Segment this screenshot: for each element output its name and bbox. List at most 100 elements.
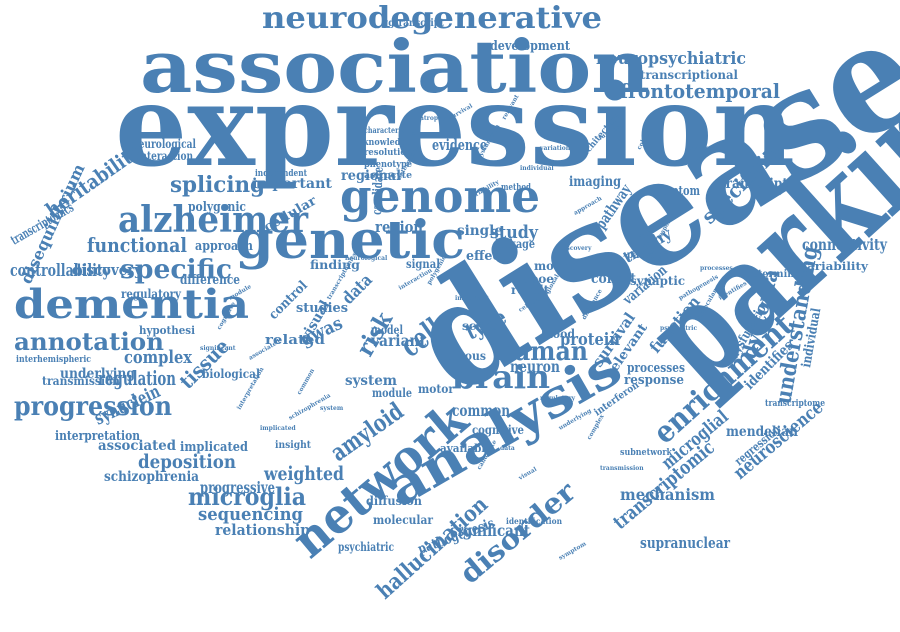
word-mendelian: mendelian	[726, 424, 798, 440]
word-regulatory-small: regulatory	[540, 395, 576, 402]
word-complex-small: complex	[586, 413, 606, 441]
word-signal: signal	[406, 257, 440, 271]
word-implicated: implicated	[180, 440, 248, 455]
word-discovery: discovery	[72, 261, 143, 279]
word-blood: blood	[541, 327, 576, 341]
word-characterising: characterising	[364, 125, 416, 135]
word-processes: processes	[627, 361, 685, 376]
word-method: method	[501, 183, 532, 193]
word-neurodegenerative: neurodegenerative	[262, 1, 602, 36]
word-interaction: interaction	[137, 149, 193, 163]
word-relationship: relationship	[215, 521, 310, 539]
word-system: system	[345, 373, 397, 389]
word-regulation: regulation	[98, 366, 176, 390]
word-important-small: important	[455, 295, 489, 302]
word-apoe: apoe	[522, 272, 554, 286]
word-visual-small: visual	[517, 465, 539, 482]
word-ggtranscript: ggtranscript	[382, 18, 444, 29]
word-system-small: system	[320, 405, 344, 412]
word-candidate: candidate	[370, 167, 387, 215]
word-brain: brain	[452, 358, 550, 396]
word-studies: studies	[296, 301, 348, 316]
word-single: single	[457, 223, 503, 239]
word-interhemispheric: interhemispheric	[16, 355, 91, 365]
word-supranuclear: supranuclear	[640, 534, 731, 552]
word-cognitive: cognitive	[472, 423, 524, 437]
word-independent: independent	[255, 169, 308, 179]
word-expression: expression	[115, 61, 795, 192]
word-progressive: progressive	[200, 478, 275, 497]
word-neuroscience: neuroscience	[730, 397, 828, 484]
word-splicing: splicing	[170, 172, 265, 198]
word-available: available	[440, 442, 492, 455]
word-regional: regional	[341, 168, 401, 184]
word-underlying: underlying	[60, 366, 135, 382]
word-identification: identification	[506, 516, 562, 526]
word-significant-small: significant	[200, 345, 236, 352]
word-variability: variability	[799, 260, 869, 273]
word-synaptic-small: synaptic	[690, 145, 718, 152]
word-phenotype: phenotype	[364, 160, 412, 170]
word-resolution: resolution	[364, 148, 412, 158]
word-symptom: symptom	[650, 184, 700, 199]
word-important: important	[252, 176, 333, 192]
word-psychiatric: psychiatric	[338, 540, 394, 554]
word-complex: complex	[124, 347, 192, 368]
word-transmission: transmission	[42, 374, 120, 388]
word-implicated-small: implicated	[260, 425, 297, 432]
word-interpretation: interpretation	[55, 429, 140, 444]
word-response: response	[624, 373, 684, 388]
word-protein: protein	[560, 330, 620, 350]
word-cohort: cohort	[591, 271, 636, 287]
word-specific: specific	[120, 255, 232, 285]
word-common-small: common	[296, 367, 317, 396]
word-mouse: mouse	[534, 259, 576, 273]
word-symptom-small: symptom	[558, 540, 589, 562]
word-alzheimer: alzheimer	[118, 199, 309, 241]
word-study: study	[490, 222, 538, 243]
word-transcriptome: transcriptome	[765, 399, 825, 409]
word-common: common	[452, 401, 510, 420]
word-module: module	[372, 386, 412, 400]
word-imaging: imaging	[569, 174, 621, 190]
word-regulatory: regulatory	[121, 287, 182, 301]
word-processes-small: processes	[700, 265, 733, 272]
word-motor: motor	[418, 382, 455, 396]
word-controllability: controllability	[10, 261, 111, 281]
word-sequencing: sequencing	[198, 504, 303, 525]
word-frontotemporal: frontotemporal	[620, 79, 780, 103]
word-microglia: microglia	[188, 482, 306, 511]
word-dementia: dementia	[14, 281, 249, 328]
word-deposition: deposition	[138, 451, 236, 473]
word-development: development	[490, 39, 570, 54]
word-result: result	[511, 283, 549, 297]
word-neurological: neurological	[132, 137, 196, 151]
word-related: related	[265, 333, 325, 348]
word-region: region	[375, 218, 423, 236]
word-atrophy-small: atrophy	[420, 115, 446, 122]
word-functional: functional	[87, 233, 187, 257]
word-evidence: evidence	[432, 136, 487, 154]
word-astrocyte: astrocyte	[364, 171, 412, 181]
word-associated: associated	[98, 438, 176, 454]
word-package: package	[627, 250, 669, 261]
word-mechanism: mechanism	[620, 485, 715, 504]
word-neuron: neuron	[510, 357, 560, 376]
word-schizophrenia: schizophrenia	[104, 469, 199, 485]
word-transcriptional: transcriptional	[640, 68, 738, 82]
word-score: score	[462, 319, 498, 333]
word-neuropsychiatric: neuropsychiatric	[596, 49, 746, 69]
word-significant: significant	[450, 521, 531, 540]
word-association: association	[140, 24, 650, 109]
word-determined: determined	[745, 269, 807, 280]
word-biological: biological	[202, 367, 260, 381]
word-discovery-small: discovery	[560, 245, 592, 252]
word-insight: insight	[275, 440, 311, 451]
word-connectivity: connectivity	[802, 235, 888, 254]
word-diffusion: diffusion	[366, 494, 422, 508]
word-genetic: genetic	[235, 210, 465, 271]
word-knowledge: knowledge	[363, 138, 411, 148]
word-hypothesi: hypothesi	[139, 324, 195, 337]
word-approach: approach	[195, 239, 253, 254]
word-genome: genome	[340, 169, 540, 223]
